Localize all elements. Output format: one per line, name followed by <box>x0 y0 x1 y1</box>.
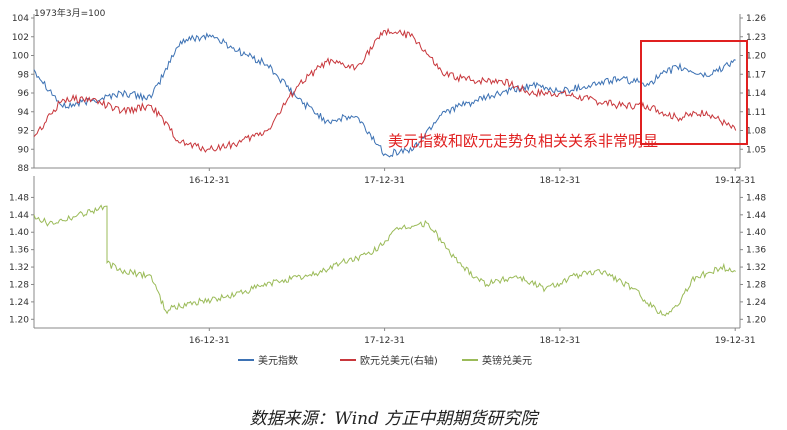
correlation-annotation: 美元指数和欧元走势负相关关系非常明显 <box>388 132 658 150</box>
legend-swatch-eurusd <box>340 358 356 361</box>
left-tick-label: 88 <box>18 164 30 174</box>
right-tick-label: 1.05 <box>746 145 766 155</box>
source-note: 数据来源：Wind 方正中期期货研究院 <box>249 409 538 429</box>
legend-label-gbpusd: 英镑兑美元 <box>482 356 532 367</box>
left-tick-label: 1.40 <box>9 228 29 238</box>
legend-swatch-usd-index <box>238 358 254 361</box>
legend-item-eurusd: 欧元兑美元(右轴) <box>340 352 438 367</box>
right-tick-label: 1.11 <box>746 108 766 118</box>
legend-label-usd-index: 美元指数 <box>258 356 298 367</box>
right-tick-label: 1.44 <box>746 211 766 221</box>
left-tick-label: 1.28 <box>9 280 29 290</box>
right-tick-label: 1.08 <box>746 127 766 137</box>
left-tick-label: 92 <box>18 127 29 137</box>
legend-label-eurusd: 欧元兑美元(右轴) <box>360 356 438 367</box>
left-tick-label: 1.36 <box>9 246 29 256</box>
chart-svg: 1973年3月=100 88 90 92 94 96 98 100 102 104 1.05 1.0… <box>9 7 766 346</box>
right-tick-label: 1.23 <box>746 33 766 43</box>
left-tick-label: 1.48 <box>9 193 29 203</box>
x-tick-label: 19-12-31 <box>715 336 756 346</box>
right-tick-label: 1.40 <box>746 228 766 238</box>
left-tick-label: 1.24 <box>9 298 29 308</box>
x-tick-label: 17-12-31 <box>364 176 405 186</box>
left-tick-label: 1.32 <box>9 263 29 273</box>
left-tick-label: 104 <box>12 14 29 24</box>
left-tick-label: 94 <box>18 108 30 118</box>
left-tick-label: 102 <box>12 33 29 43</box>
left-tick-label: 98 <box>18 70 30 80</box>
x-tick-label: 16-12-31 <box>189 336 230 346</box>
left-tick-label: 1.44 <box>9 211 29 221</box>
x-tick-label: 16-12-31 <box>189 176 230 186</box>
right-tick-label: 1.28 <box>746 280 766 290</box>
right-tick-label: 1.32 <box>746 263 766 273</box>
top-left-axis-note: 1973年3月=100 <box>34 7 106 19</box>
highlight-box <box>640 40 748 145</box>
x-tick-label: 17-12-31 <box>364 336 405 346</box>
bottom-panel: 1.20 1.24 1.28 1.32 1.36 1.40 1.44 1.48 1.20 1.24… <box>9 176 766 346</box>
right-tick-label: 1.48 <box>746 193 766 203</box>
right-tick-label: 1.14 <box>746 89 766 99</box>
x-tick-label: 18-12-31 <box>539 176 580 186</box>
legend-item-usd-index: 美元指数 <box>238 352 298 367</box>
left-tick-label: 90 <box>18 145 30 155</box>
top-panel: 88 90 92 94 96 98 100 102 104 1.05 1.08 1.11 1.14 1.1… <box>12 14 766 186</box>
left-tick-label: 100 <box>12 52 29 62</box>
series-line-1 <box>33 32 736 158</box>
right-tick-label: 1.24 <box>746 298 766 308</box>
legend-swatch-gbpusd <box>462 358 478 361</box>
left-tick-label: 96 <box>18 89 30 99</box>
right-tick-label: 1.26 <box>746 14 766 24</box>
x-tick-label: 19-12-31 <box>715 176 756 186</box>
legend-item-gbpusd: 英镑兑美元 <box>462 352 532 367</box>
right-tick-label: 1.17 <box>746 70 766 80</box>
right-tick-label: 1.20 <box>746 315 766 325</box>
right-tick-label: 1.36 <box>746 246 766 256</box>
x-tick-label: 18-12-31 <box>539 336 580 346</box>
left-tick-label: 1.20 <box>9 315 29 325</box>
legend: 美元指数 欧元兑美元(右轴) 英镑兑美元 <box>0 352 787 368</box>
series-line-2 <box>33 27 737 153</box>
right-tick-label: 1.20 <box>746 52 766 62</box>
series-line-1 <box>33 204 736 317</box>
